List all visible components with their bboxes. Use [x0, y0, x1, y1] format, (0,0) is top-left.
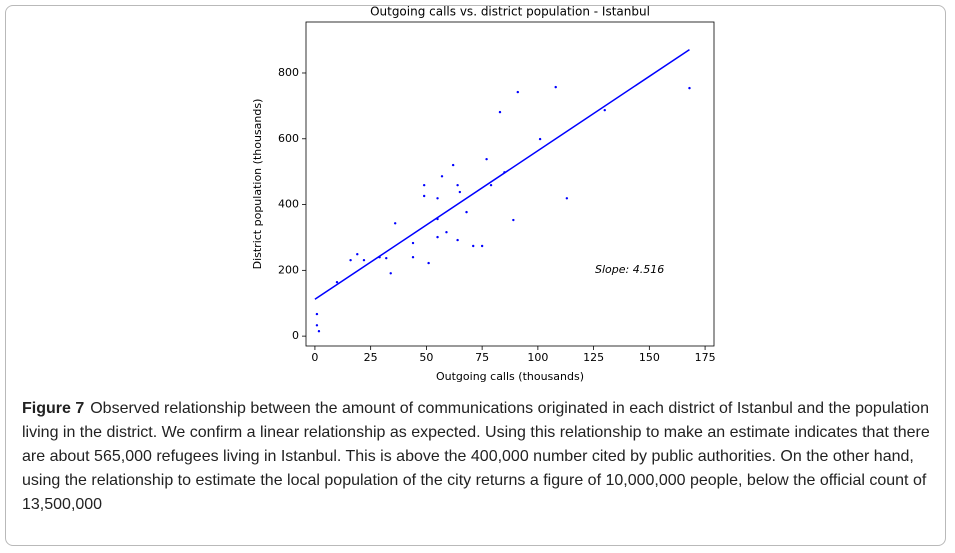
scatter-point — [422, 183, 426, 187]
scatter-point — [378, 255, 381, 259]
scatter-point — [422, 194, 426, 198]
x-tick-label: 175 — [695, 351, 716, 364]
caption-label: Figure 7 — [22, 400, 85, 417]
x-tick-label: 25 — [364, 351, 378, 364]
scatter-point — [411, 241, 415, 245]
scatter-point — [456, 183, 459, 187]
scatter-point — [349, 258, 352, 262]
x-tick-label: 125 — [583, 351, 604, 364]
y-axis-label: District population (thousands) — [251, 99, 264, 270]
scatter-point — [603, 108, 606, 112]
scatter-point — [565, 197, 569, 200]
scatter-point — [451, 163, 455, 167]
x-tick-label: 0 — [311, 351, 318, 364]
scatter-point — [458, 190, 462, 194]
scatter-point — [436, 235, 439, 239]
scatter-point — [445, 230, 448, 234]
scatter-point — [335, 280, 339, 284]
scatter-point — [516, 90, 520, 94]
y-tick-label: 600 — [278, 132, 299, 145]
x-tick-label: 75 — [475, 351, 489, 364]
scatter-point — [436, 217, 439, 221]
scatter-point — [362, 258, 366, 262]
y-tick-label: 0 — [292, 329, 299, 342]
x-tick-label: 150 — [639, 351, 660, 364]
scatter-point — [538, 137, 542, 141]
caption-text: Observed relationship between the amount… — [22, 400, 930, 513]
fit-line — [314, 49, 690, 300]
figure-frame — [5, 5, 946, 546]
scatter-point — [389, 272, 392, 275]
scatter-point — [440, 175, 444, 178]
chart: Outgoing calls vs. district population -… — [251, 5, 716, 384]
annotation: Slope: 4.516 — [595, 263, 664, 276]
scatter-point — [472, 244, 475, 248]
x-axis-label: Outgoing calls (thousands) — [436, 370, 584, 383]
scatter-point — [427, 261, 430, 265]
scatter-point — [393, 222, 397, 225]
y-tick-label: 800 — [278, 66, 299, 79]
scatter-point — [554, 85, 557, 89]
scatter-point — [411, 255, 415, 259]
scatter-point — [356, 253, 359, 256]
x-tick-label: 100 — [527, 351, 548, 364]
scatter-point — [498, 110, 502, 114]
y-tick-label: 400 — [278, 198, 299, 211]
scatter-point — [480, 244, 484, 248]
x-tick-label: 50 — [419, 351, 433, 364]
plot-frame — [305, 21, 715, 347]
scatter-point — [503, 171, 506, 174]
chart-title: Outgoing calls vs. district population -… — [370, 5, 650, 19]
scatter-point — [385, 256, 388, 260]
scatter-point — [436, 197, 439, 200]
scatter-point — [485, 157, 488, 161]
scatter-point — [315, 324, 319, 327]
y-tick-label: 200 — [278, 263, 299, 276]
scatter-point — [465, 210, 468, 214]
scatter-point — [688, 86, 691, 90]
scatter-point — [317, 329, 321, 333]
caption: Figure 7 Observed relationship between th… — [22, 397, 937, 517]
scatter-point — [489, 183, 493, 187]
scatter-point — [512, 218, 515, 222]
scatter-point — [315, 312, 319, 316]
scatter-point — [456, 238, 459, 242]
